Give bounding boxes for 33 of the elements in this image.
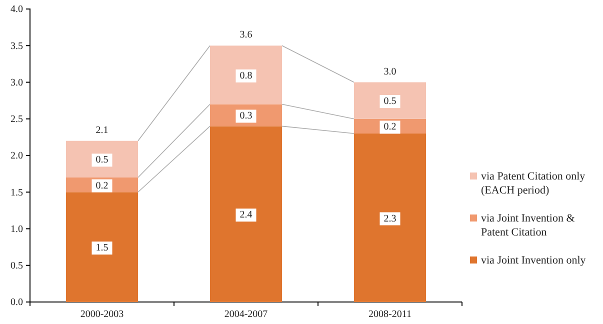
data-label: 0.5 <box>96 154 108 166</box>
data-label: 0.8 <box>240 70 252 82</box>
bar <box>354 82 426 119</box>
legend-label: via Patent Citation only (EACH period) <box>481 170 586 196</box>
bar <box>210 46 282 104</box>
x-tick-label: 2004-2007 <box>224 309 268 320</box>
data-label: 2.3 <box>384 213 396 224</box>
text: 2.0 <box>10 150 23 162</box>
text: 2.5 <box>10 114 23 126</box>
legend-label: via Joint Invention & Patent Citation <box>481 212 576 238</box>
x-tick-label: 2000-2003 <box>80 309 124 320</box>
total-label: 2.1 <box>96 124 108 136</box>
bar <box>354 134 426 302</box>
text: 4.0 <box>10 4 23 16</box>
bar <box>210 126 282 302</box>
data-label: 0.2 <box>384 122 396 133</box>
data-label: 1.5 <box>96 242 108 254</box>
text: 0.5 <box>10 260 23 272</box>
bar <box>66 140 138 178</box>
text: 1.0 <box>10 224 23 235</box>
data-label: 2.4 <box>240 210 252 221</box>
text: 0.0 <box>10 297 23 308</box>
bar <box>66 192 138 302</box>
legend-label: via Joint Invention only <box>481 254 586 266</box>
data-label: 0.3 <box>240 110 252 122</box>
text: 3.0 <box>10 77 23 88</box>
text: 1.5 <box>10 187 23 198</box>
x-tick-label: 2008-2011 <box>368 309 412 320</box>
data-label: 0.2 <box>96 180 108 192</box>
total-label: 3.0 <box>384 66 396 78</box>
text: 3.5 <box>10 40 23 52</box>
total-label: 3.6 <box>240 30 252 41</box>
data-label: 0.5 <box>384 96 396 108</box>
